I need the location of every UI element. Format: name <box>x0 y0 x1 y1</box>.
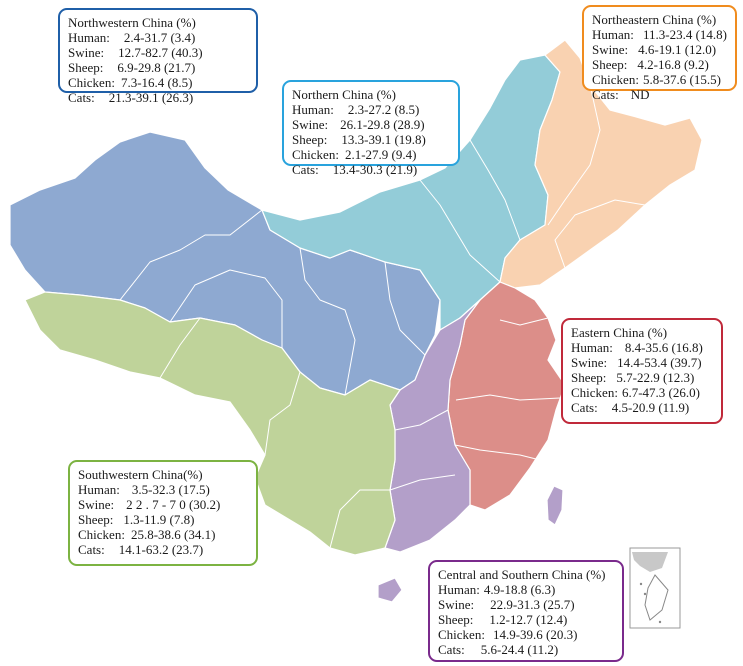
northwestern-china-box: Northwestern China (%) Human: 2.4-31.7 (3… <box>58 8 258 105</box>
central-southern-china-title: Central and Southern China (%) <box>438 567 606 582</box>
northern-china-box: Northern China (%) Human: 2.3-27.2 (8.5) … <box>282 80 460 177</box>
e-cats-row: Cats: 4.5-20.9 (11.9) <box>571 400 690 415</box>
e-swine-row: Swine: 14.4-53.4 (39.7) <box>571 355 702 370</box>
central-southern-china-box: Central and Southern China (%) Human: 4.9… <box>428 560 624 662</box>
nw-human-row: Human: 2.4-31.7 (3.4) <box>68 30 196 45</box>
nw-swine-row: Swine: 12.7-82.7 (40.3) <box>68 45 203 60</box>
e-sheep-row: Sheep: 5.7-22.9 (12.3) <box>571 370 695 385</box>
northeastern-china-box: Northeastern China (%) Human: 11.3-23.4 (… <box>582 5 737 102</box>
cs-human-row: Human: 4.9-18.8 (6.3) <box>438 582 556 597</box>
northeastern-china-title: Northeastern China (%) <box>592 12 717 27</box>
cs-sheep-row: Sheep: 1.2-12.7 (12.4) <box>438 612 568 627</box>
nw-sheep-row: Sheep: 6.9-29.8 (21.7) <box>68 60 196 75</box>
sw-swine-row: Swine: 2 2 . 7 - 7 0 (30.2) <box>78 497 221 512</box>
ne-cats-row: Cats: ND <box>592 87 650 102</box>
cs-chicken-row: Chicken: 14.9-39.6 (20.3) <box>438 627 578 642</box>
eastern-china-title: Eastern China (%) <box>571 325 668 340</box>
ne-chicken-row: Chicken: 5.8-37.6 (15.5) <box>592 72 721 87</box>
northern-china-title: Northern China (%) <box>292 87 396 102</box>
nw-chicken-row: Chicken: 7.3-16.4 (8.5) <box>68 75 193 90</box>
sw-cats-row: Cats: 14.1-63.2 (23.7) <box>78 542 204 557</box>
nw-cats-row: Cats: 21.3-39.1 (26.3) <box>68 90 194 105</box>
southwestern-china-box: Southwestern China(%) Human: 3.5-32.3 (17… <box>68 460 258 566</box>
cs-swine-row: Swine: 22.9-31.3 (25.7) <box>438 597 575 612</box>
n-sheep-row: Sheep: 13.3-39.1 (19.8) <box>292 132 426 147</box>
sw-chicken-row: Chicken: 25.8-38.6 (34.1) <box>78 527 216 542</box>
ne-swine-row: Swine: 4.6-19.1 (12.0) <box>592 42 717 57</box>
south-china-sea-inset <box>629 547 681 629</box>
ne-sheep-row: Sheep: 4.2-16.8 (9.2) <box>592 57 709 72</box>
n-chicken-row: Chicken: 2.1-27.9 (9.4) <box>292 147 417 162</box>
cs-cats-row: Cats: 5.6-24.4 (11.2) <box>438 642 559 657</box>
region-hainan <box>377 577 403 603</box>
e-human-row: Human: 8.4-35.6 (16.8) <box>571 340 703 355</box>
eastern-china-box: Eastern China (%) Human: 8.4-35.6 (16.8) … <box>561 318 723 424</box>
n-human-row: Human: 2.3-27.2 (8.5) <box>292 102 420 117</box>
sw-sheep-row: Sheep: 1.3-11.9 (7.8) <box>78 512 195 527</box>
n-cats-row: Cats: 13.4-30.3 (21.9) <box>292 162 418 177</box>
sw-human-row: Human: 3.5-32.3 (17.5) <box>78 482 210 497</box>
e-chicken-row: Chicken: 6.7-47.3 (26.0) <box>571 385 700 400</box>
region-northeastern <box>499 39 703 289</box>
northwestern-china-title: Northwestern China (%) <box>68 15 196 30</box>
region-taiwan <box>546 485 564 526</box>
southwestern-china-title: Southwestern China(%) <box>78 467 203 482</box>
ne-human-row: Human: 11.3-23.4 (14.8) <box>592 27 727 42</box>
n-swine-row: Swine: 26.1-29.8 (28.9) <box>292 117 425 132</box>
